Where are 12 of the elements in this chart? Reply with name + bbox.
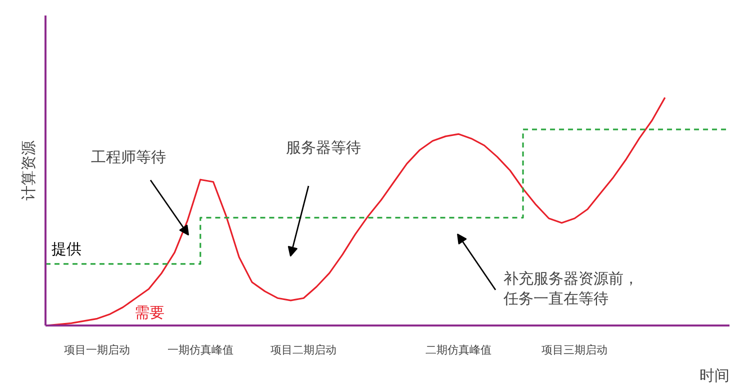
x-tick-label: 一期仿真峰值 <box>167 344 234 356</box>
x-tick-label: 二期仿真峰值 <box>425 344 492 356</box>
annotation: 工程师等待 <box>91 148 166 166</box>
x-tick-label: 项目一期启动 <box>64 344 130 356</box>
annotation: 服务器等待 <box>286 138 361 156</box>
y-axis-title: 计算资源 <box>20 140 38 200</box>
x-tick-label: 项目二期启动 <box>270 344 337 356</box>
x-tick-label: 项目三期启动 <box>542 344 608 356</box>
series-label: 提供 <box>52 240 82 258</box>
series-label: 需要 <box>134 304 164 322</box>
x-axis-title: 时间 <box>700 366 730 384</box>
annotation: 补充服务器资源前，任务一直在等待 <box>502 269 638 308</box>
